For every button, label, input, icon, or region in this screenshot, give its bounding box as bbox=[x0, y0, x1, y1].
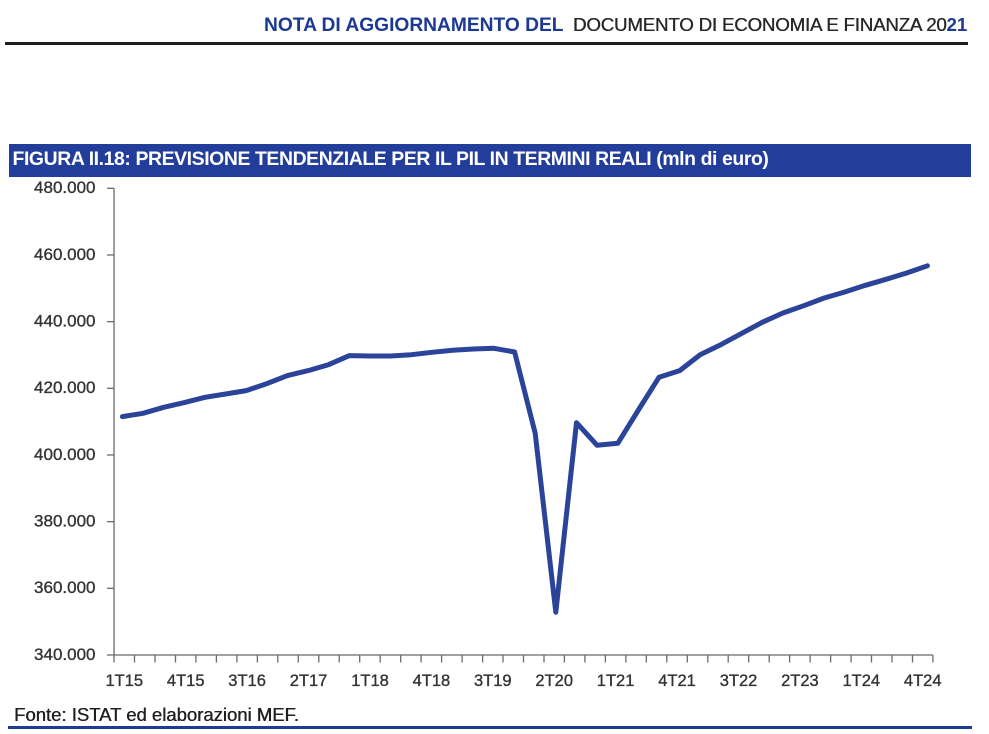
svg-text:2T23: 2T23 bbox=[781, 672, 819, 690]
svg-text:420.000: 420.000 bbox=[34, 378, 95, 397]
svg-text:480.000: 480.000 bbox=[34, 178, 95, 197]
svg-text:3T19: 3T19 bbox=[474, 672, 512, 690]
svg-text:360.000: 360.000 bbox=[34, 578, 95, 597]
svg-text:4T18: 4T18 bbox=[413, 672, 451, 690]
svg-text:4T15: 4T15 bbox=[167, 672, 205, 690]
svg-text:3T16: 3T16 bbox=[228, 672, 266, 690]
svg-text:2T20: 2T20 bbox=[535, 672, 573, 690]
svg-text:3T22: 3T22 bbox=[720, 672, 758, 690]
svg-text:460.000: 460.000 bbox=[34, 245, 95, 264]
svg-text:4T24: 4T24 bbox=[904, 672, 942, 690]
svg-text:1T15: 1T15 bbox=[105, 672, 143, 690]
svg-text:440.000: 440.000 bbox=[34, 311, 95, 330]
svg-text:2T17: 2T17 bbox=[290, 672, 328, 690]
svg-text:1T21: 1T21 bbox=[597, 672, 635, 690]
svg-text:1T24: 1T24 bbox=[842, 672, 880, 690]
svg-text:4T21: 4T21 bbox=[658, 672, 696, 690]
svg-text:340.000: 340.000 bbox=[34, 645, 95, 664]
svg-text:400.000: 400.000 bbox=[34, 445, 95, 464]
svg-text:380.000: 380.000 bbox=[34, 512, 95, 531]
svg-text:1T18: 1T18 bbox=[351, 672, 389, 690]
